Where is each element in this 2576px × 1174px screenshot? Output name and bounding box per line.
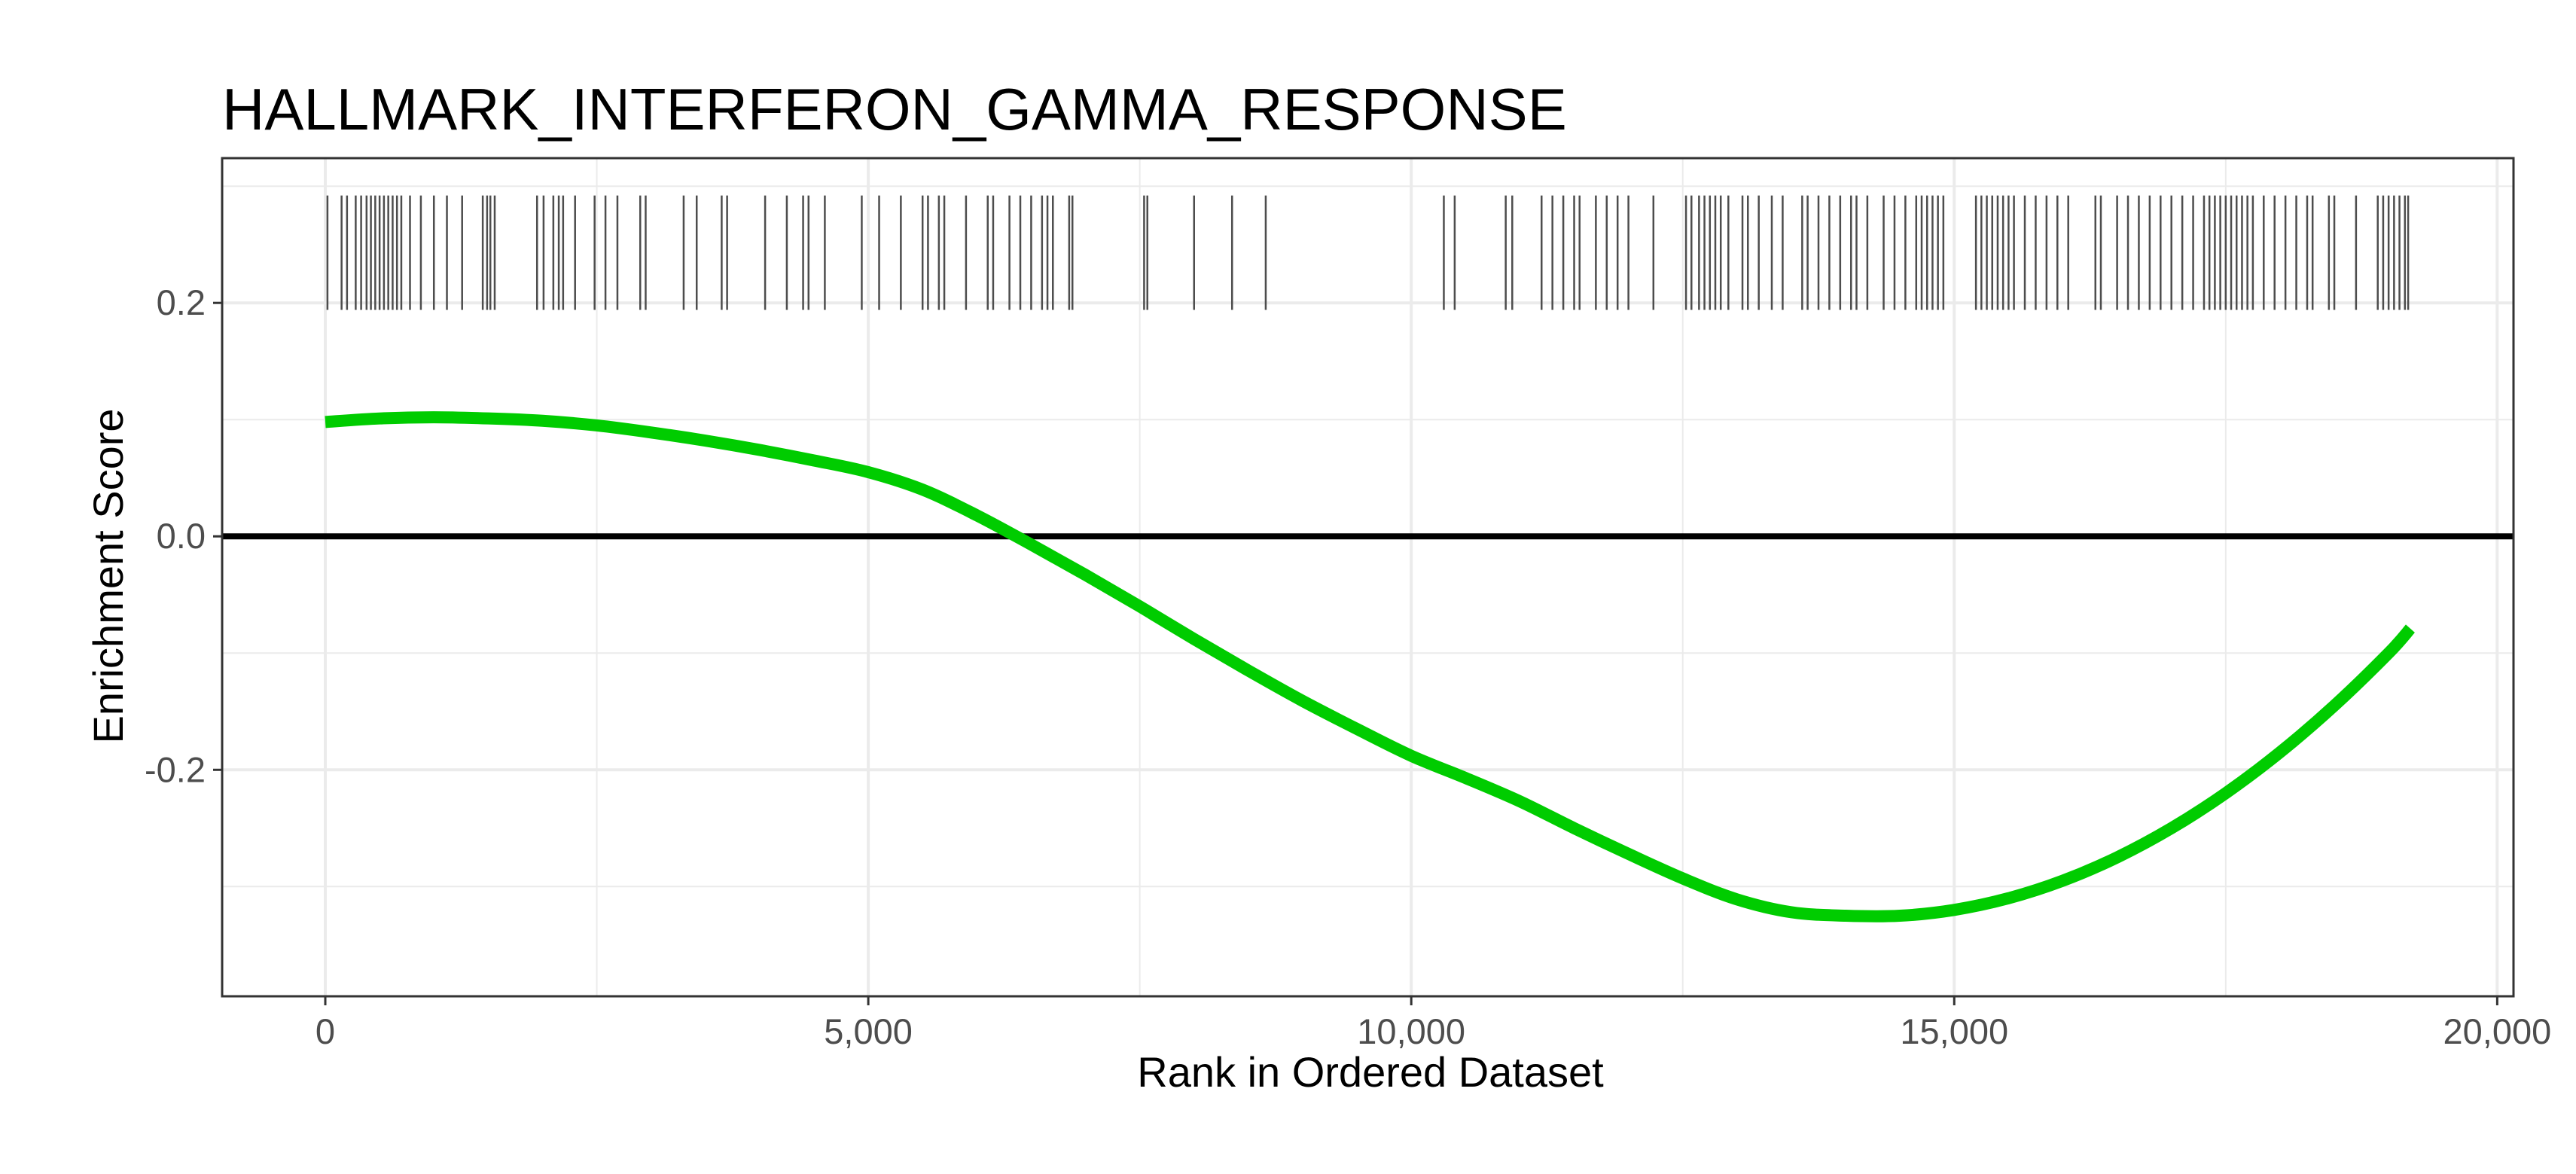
x-axis-title: Rank in Ordered Dataset	[1137, 1048, 1604, 1096]
x-tick-label: 0	[316, 1011, 335, 1051]
x-tick-label: 20,000	[2443, 1011, 2551, 1051]
y-tick-label: -0.2	[145, 749, 206, 789]
axes: 0 5,000 10,000 15,000 20,000 0.2 0.0 -0.2	[145, 282, 2551, 1051]
x-tick-label: 5,000	[824, 1011, 913, 1051]
x-tick-label: 10,000	[1357, 1011, 1465, 1051]
panel-border	[221, 157, 2515, 998]
chart-title: HALLMARK_INTERFERON_GAMMA_RESPONSE	[222, 76, 1567, 142]
y-tick-label: 0.0	[157, 516, 206, 556]
enrichment-score-curve	[325, 411, 2416, 922]
x-tick-label: 15,000	[1900, 1011, 2008, 1051]
y-tick-label: 0.2	[157, 282, 206, 322]
gene-hit-ticks	[326, 195, 2410, 310]
y-axis-title: Enrichment Score	[84, 408, 132, 743]
